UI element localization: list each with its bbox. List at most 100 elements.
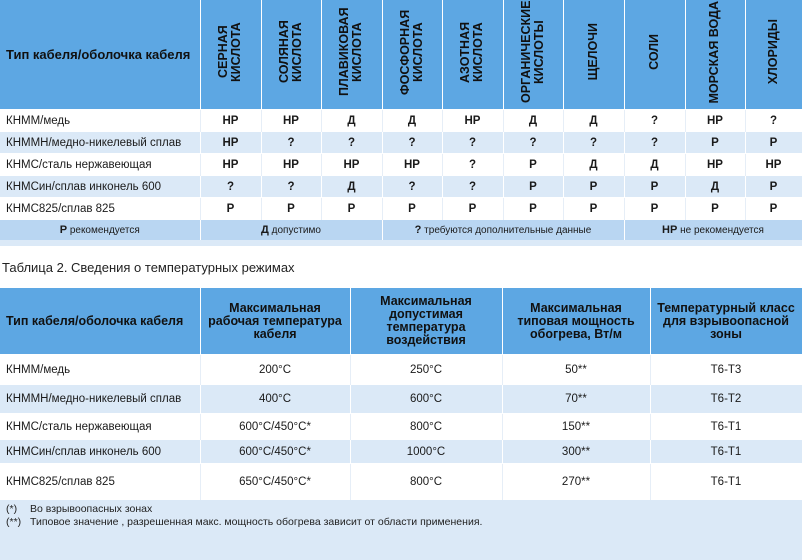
table-cell: Р [503,175,564,198]
table-cell: Д [563,109,625,132]
table-cell: T6-T1 [650,413,802,440]
table-cell: 650°C/450°C* [200,463,351,500]
table-cell: ? [382,131,443,154]
temperature-table: Тип кабеля/оболочка кабеля Максимальная … [0,288,802,500]
table-cell: Р [442,197,504,220]
table2-header-col: Температурный класс для взрывоопасной зо… [650,288,802,355]
table-cell: 250°C [350,354,503,385]
table-cell: ? [442,175,504,198]
table-cell: ? [382,175,443,198]
table-cell: Д [321,175,383,198]
table-row: КНМС/сталь нержавеющая НР НР НР НР ? Р Д… [0,153,802,176]
table-cell: T6-T3 [650,354,802,385]
table-cell: 800°C [350,463,503,500]
table-cell: НР [200,109,262,132]
table-cell: ? [442,153,504,176]
table-cell: КНММ/медь [0,354,201,385]
table-cell: ? [503,131,564,154]
table-cell: Р [563,197,625,220]
table-row: КНМСин/сплав инконель 600 ? ? Д ? ? Р Р … [0,175,802,198]
table-cell: 400°C [200,384,351,414]
table2-header-col: Максимальная типовая мощность обогрева, … [502,288,651,355]
table1-header-cable-type: Тип кабеля/оболочка кабеля [0,0,201,110]
table-cell: 1000°C [350,439,503,464]
table-row: КНММН/медно-никелевый сплав 400°C 600°C … [0,384,802,414]
table-cell: Д [503,109,564,132]
table-cell: 600°C/450°C* [200,439,351,464]
table-cell: 70** [502,384,651,414]
table1-header-col: СОЛИ [624,0,686,110]
table-row: КНММ/медь 200°C 250°C 50** T6-T3 [0,354,802,385]
table-row: КНМС825/сплав 825 Р Р Р Р Р Р Р Р Р Р [0,197,802,220]
table-cell: ? [442,131,504,154]
table-cell: ? [563,131,625,154]
table-cell: КНМС825/сплав 825 [0,197,201,220]
table-cell: 600°C [350,384,503,414]
table-cell: Р [685,131,746,154]
table-cell: 50** [502,354,651,385]
table-cell: Д [685,175,746,198]
table2-caption: Таблица 2. Сведения о температурных режи… [2,259,802,287]
table-cell: Р [745,131,802,154]
table1-header-col: СОЛЯНАЯ КИСЛОТА [261,0,322,110]
table-cell: НР [442,109,504,132]
table-cell: Р [745,175,802,198]
table-cell: Д [563,153,625,176]
table-row: КНМС825/сплав 825 650°C/450°C* 800°C 270… [0,463,802,500]
table-cell: КНМС/сталь нержавеющая [0,413,201,440]
table-cell: Д [624,153,686,176]
legend-not-recommended: НР не рекомендуется [624,219,802,240]
table-cell: Р [261,197,322,220]
table-cell: Р [563,175,625,198]
table-cell: ? [261,131,322,154]
table-cell: 270** [502,463,651,500]
table1-header-row: Тип кабеля/оболочка кабеля СЕРНАЯ КИСЛОТ… [0,0,802,110]
table-row: КНММН/медно-никелевый сплав НР ? ? ? ? ?… [0,131,802,154]
table-cell: Р [503,197,564,220]
table-cell: КНММН/медно-никелевый сплав [0,384,201,414]
table-cell: 800°C [350,413,503,440]
table2-header-row: Тип кабеля/оболочка кабеля Максимальная … [0,288,802,355]
table-cell: ? [261,175,322,198]
table-cell: НР [685,153,746,176]
table-cell: Р [624,175,686,198]
footnote: (*) Во взрывоопасных зонах [6,503,153,515]
table-cell: НР [745,153,802,176]
table2-header-cable-type: Тип кабеля/оболочка кабеля [0,288,201,355]
table-cell: ? [200,175,262,198]
table2-header-col: Максимальная рабочая температура кабеля [200,288,351,355]
table1-header-col: ПЛАВИКОВАЯ КИСЛОТА [321,0,383,110]
table2-header-col: Максимальная допустимая температура возд… [350,288,503,355]
table-cell: 200°C [200,354,351,385]
table-cell: КНММ/медь [0,109,201,132]
table-cell: Д [321,109,383,132]
table-cell: T6-T2 [650,384,802,414]
table-cell: НР [261,109,322,132]
table1-header-col: ОРГАНИЧЕСКИЕ КИСЛОТЫ [503,0,564,110]
table-cell: НР [321,153,383,176]
table-cell: Р [321,197,383,220]
table-row: КНММ/медь НР НР Д Д НР Д Д ? НР ? [0,109,802,132]
table-cell: ? [321,131,383,154]
footnote: (**) Типовое значение , разрешенная макс.… [6,516,483,528]
legend-row: Р рекомендуется Д допустимо ? требуются … [0,219,802,240]
table-cell: НР [200,131,262,154]
table-cell: 600°C/450°C* [200,413,351,440]
table-cell: НР [685,109,746,132]
table1-header-col: ХЛОРИДЫ [745,0,802,110]
table1-header-col: МОРСКАЯ ВОДА [685,0,746,110]
table-cell: Д [382,109,443,132]
table-cell: ? [745,109,802,132]
table-cell: Р [745,197,802,220]
table-cell: НР [200,153,262,176]
table-cell: КНМСин/сплав инконель 600 [0,439,201,464]
table-cell: КНММН/медно-никелевый сплав [0,131,201,154]
table-cell: Р [685,197,746,220]
table-cell: Р [382,197,443,220]
table-cell: НР [382,153,443,176]
table-cell: ? [624,131,686,154]
table-cell: КНМСин/сплав инконель 600 [0,175,201,198]
table-cell: Р [503,153,564,176]
table-cell: Р [200,197,262,220]
